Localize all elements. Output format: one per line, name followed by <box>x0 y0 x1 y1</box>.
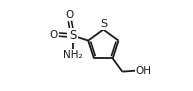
Text: O: O <box>50 30 58 40</box>
Text: O: O <box>66 10 74 20</box>
Text: S: S <box>100 19 107 29</box>
Text: S: S <box>69 29 76 42</box>
Text: OH: OH <box>135 66 152 76</box>
Text: NH₂: NH₂ <box>63 50 83 60</box>
